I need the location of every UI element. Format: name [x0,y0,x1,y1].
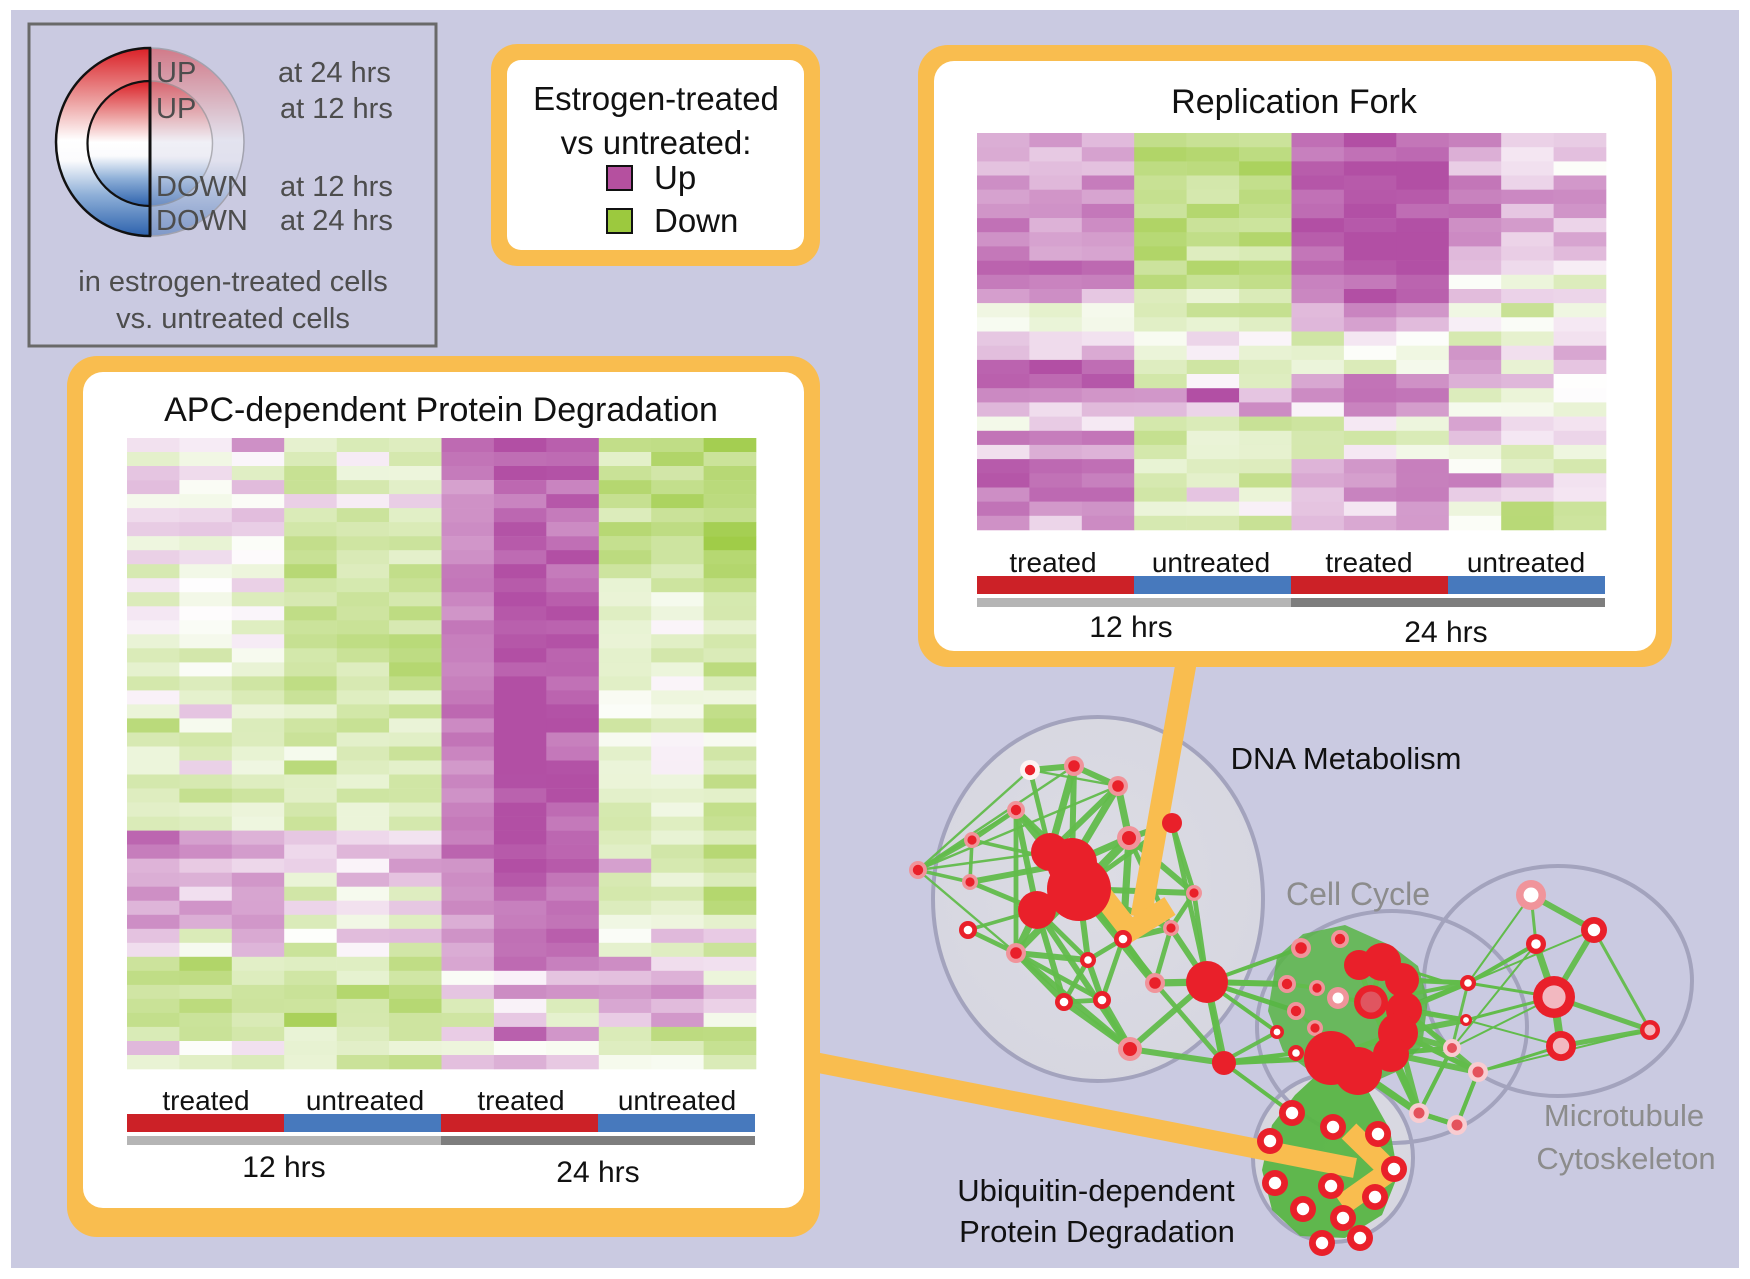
svg-text:Microtubule: Microtubule [1544,1098,1704,1133]
svg-text:treated: treated [1325,547,1412,578]
svg-text:treated: treated [1009,547,1096,578]
svg-text:Protein Degradation: Protein Degradation [959,1214,1235,1249]
svg-text:at 12 hrs: at 12 hrs [280,93,393,125]
svg-text:at 12 hrs: at 12 hrs [280,171,393,203]
svg-text:12 hrs: 12 hrs [1089,611,1172,644]
svg-text:vs. untreated cells: vs. untreated cells [116,303,350,335]
svg-text:in estrogen-treated cells: in estrogen-treated cells [78,266,388,298]
svg-text:24 hrs: 24 hrs [1404,616,1487,649]
svg-text:APC-dependent Protein Degradat: APC-dependent Protein Degradation [164,391,718,429]
svg-text:12 hrs: 12 hrs [242,1151,325,1184]
svg-text:DOWN: DOWN [156,171,248,203]
svg-text:UP: UP [156,57,196,89]
svg-text:Cell Cycle: Cell Cycle [1286,876,1430,912]
svg-text:UP: UP [156,93,196,125]
svg-text:Estrogen-treated: Estrogen-treated [533,80,779,117]
svg-text:Replication Fork: Replication Fork [1171,83,1418,121]
svg-text:Cytoskeleton: Cytoskeleton [1536,1141,1715,1176]
svg-text:untreated: untreated [1152,547,1270,578]
svg-text:24 hrs: 24 hrs [556,1156,639,1189]
svg-text:at 24 hrs: at 24 hrs [278,57,391,89]
svg-text:Up: Up [654,159,696,196]
svg-text:DOWN: DOWN [156,205,248,237]
svg-text:untreated: untreated [1467,547,1585,578]
svg-text:Down: Down [654,202,738,239]
svg-text:treated: treated [162,1085,249,1116]
svg-text:DNA Metabolism: DNA Metabolism [1231,741,1462,776]
svg-text:at 24 hrs: at 24 hrs [280,205,393,237]
svg-text:untreated: untreated [306,1085,424,1116]
svg-text:vs untreated:: vs untreated: [561,124,752,161]
svg-text:treated: treated [477,1085,564,1116]
svg-text:untreated: untreated [618,1085,736,1116]
svg-text:Ubiquitin-dependent: Ubiquitin-dependent [957,1173,1235,1208]
